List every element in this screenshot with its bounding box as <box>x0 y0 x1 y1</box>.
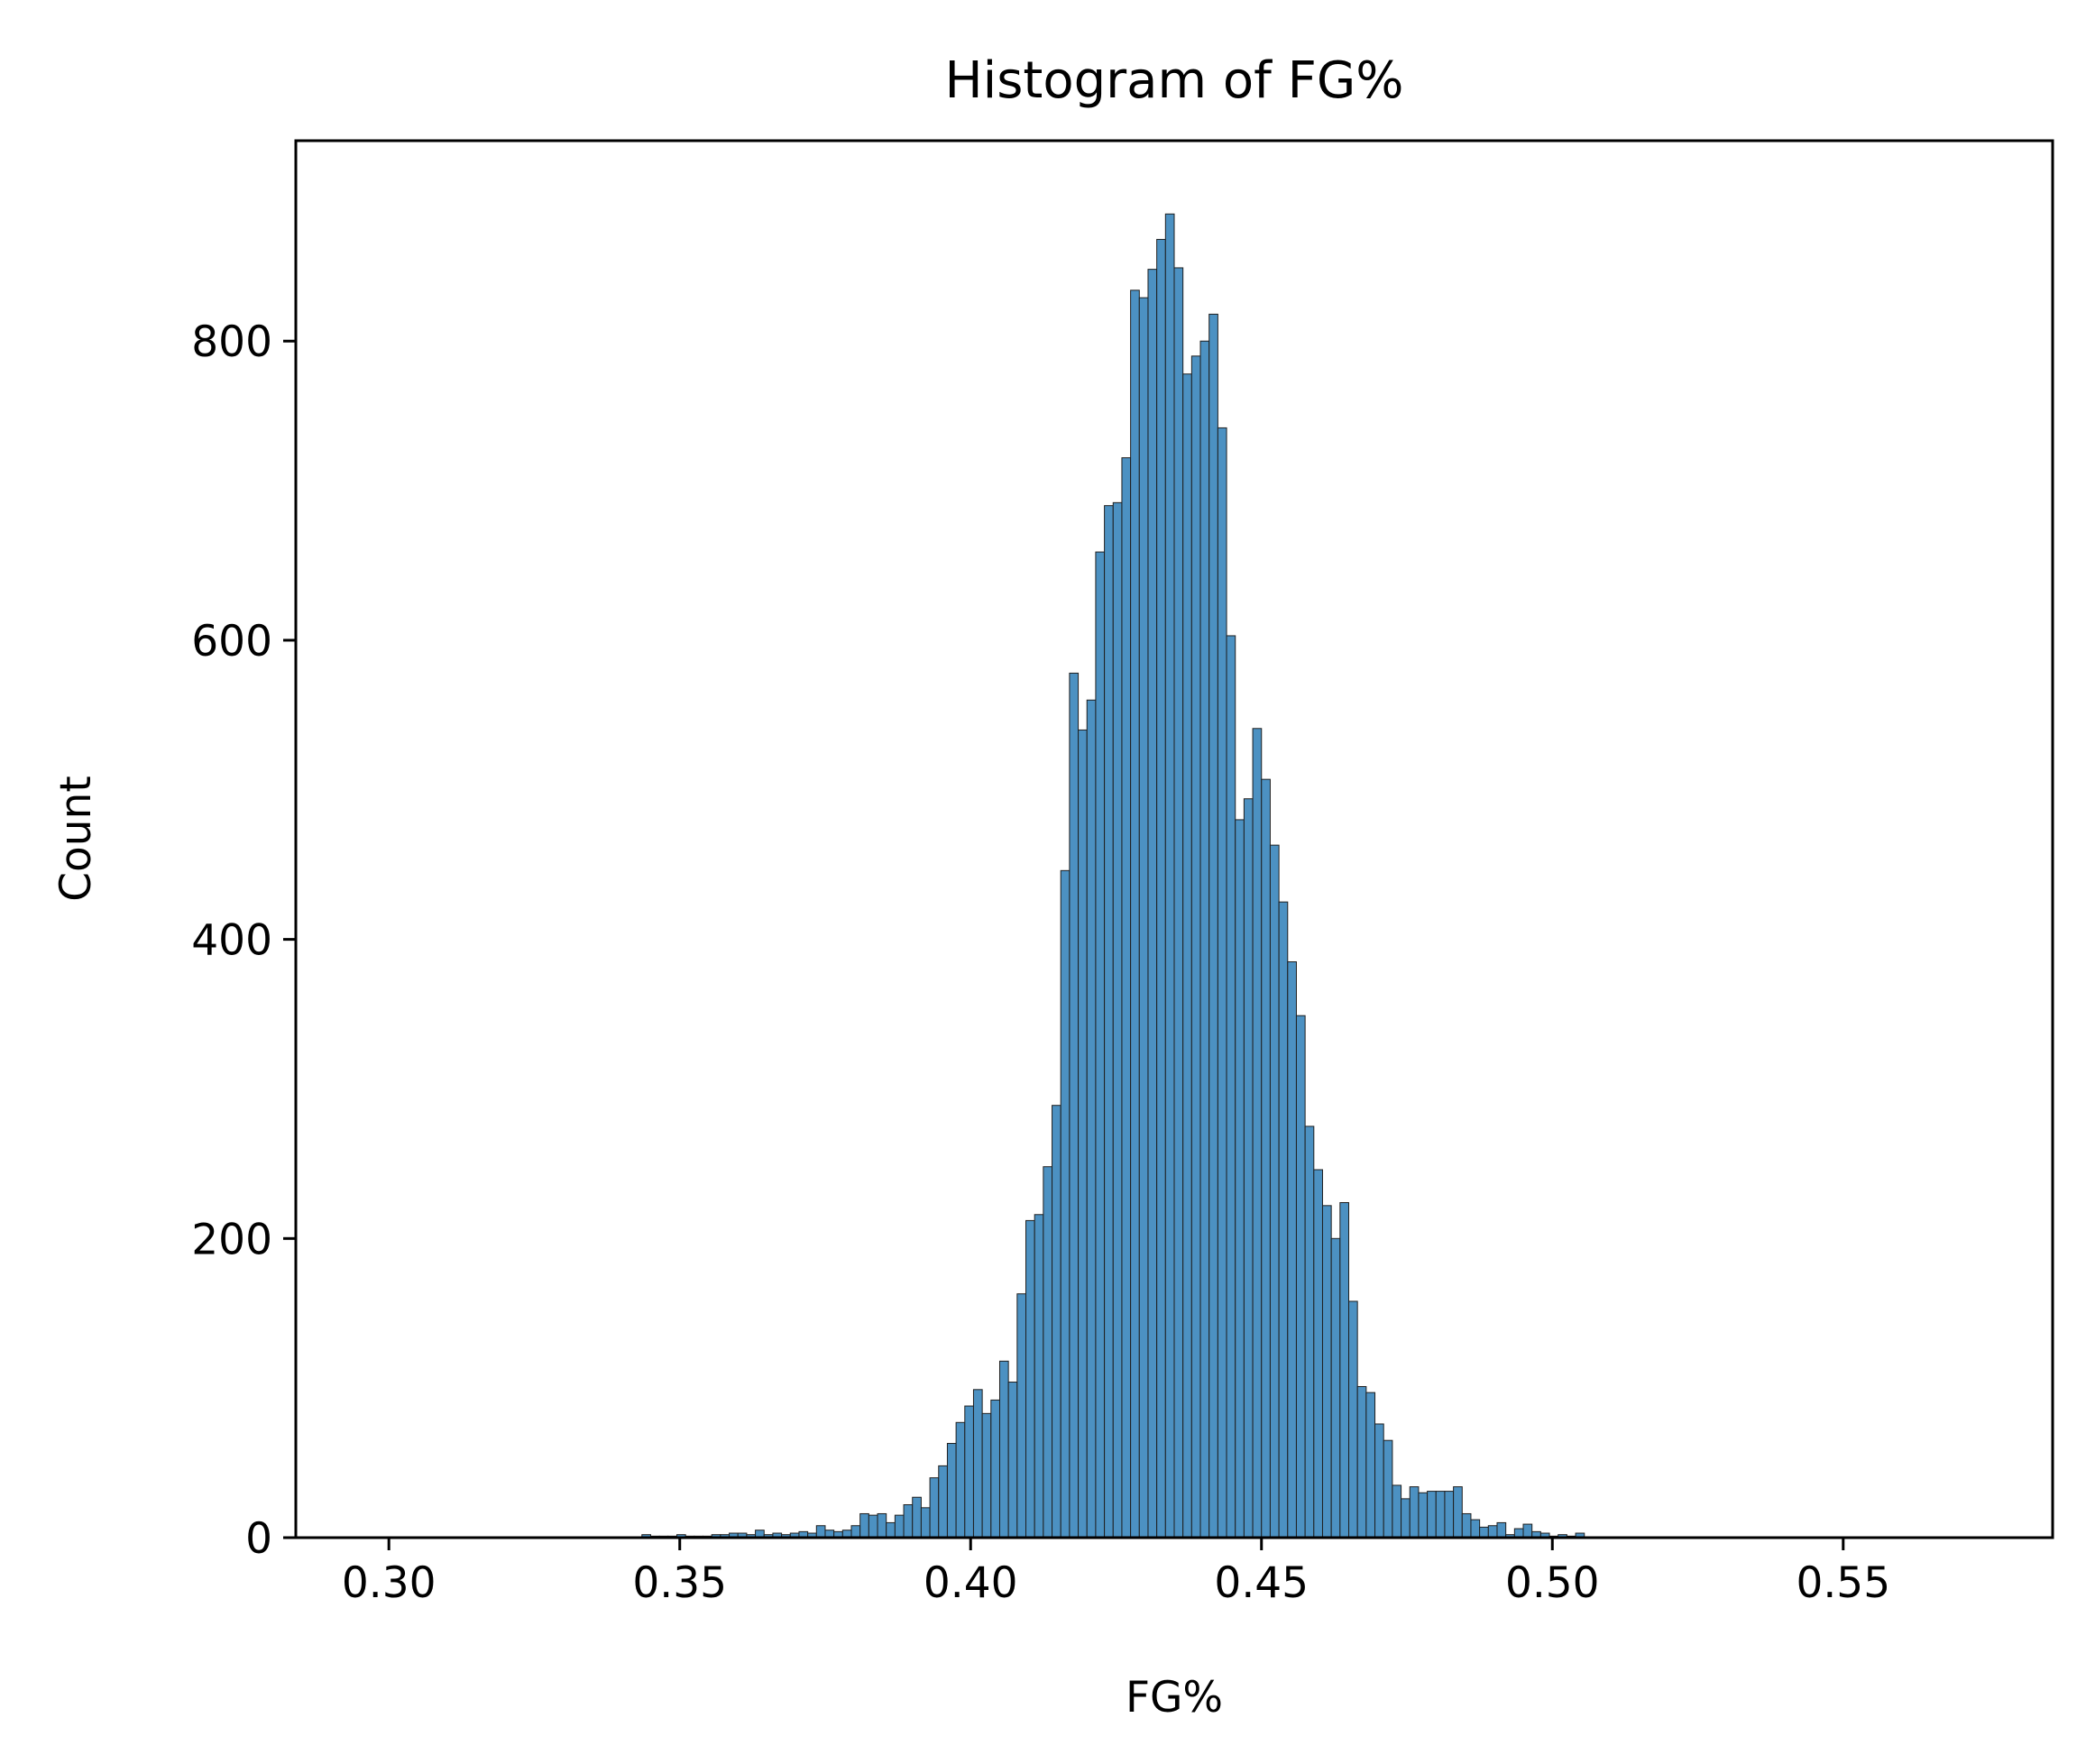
histogram-bar <box>1147 269 1158 1539</box>
x-tick-label: 0.30 <box>342 1558 436 1608</box>
histogram-bar <box>955 1421 966 1539</box>
histogram-bar <box>1479 1526 1489 1539</box>
histogram-bar <box>903 1504 914 1539</box>
chart-title: Histogram of FG% <box>945 51 1404 110</box>
histogram-bar <box>972 1389 983 1539</box>
histogram-bar <box>1304 1125 1315 1539</box>
histogram-bar <box>1217 427 1227 1539</box>
histogram-bar <box>1060 869 1071 1539</box>
x-tick-label: 0.50 <box>1505 1558 1600 1608</box>
x-axis-ticks: 0.30 0.35 0.40 0.45 0.50 0.55 <box>342 1538 1890 1608</box>
histogram-bar <box>886 1521 896 1539</box>
plot-frame <box>294 139 2054 1539</box>
y-axis-ticks: 0 200 400 600 800 <box>191 317 296 1564</box>
histogram-bar <box>1226 635 1236 1539</box>
y-tick-label: 400 <box>191 916 272 966</box>
histogram-bar <box>1392 1484 1402 1539</box>
histogram-bar <box>1348 1300 1358 1539</box>
histogram-bar <box>1365 1392 1376 1539</box>
x-tick-label: 0.55 <box>1796 1558 1890 1608</box>
histogram-bar <box>1130 289 1140 1539</box>
y-axis-label: Count <box>51 776 101 902</box>
histogram-bar <box>1313 1169 1323 1539</box>
histogram-bar <box>1182 373 1192 1539</box>
histogram-bar <box>1383 1439 1393 1539</box>
histogram-bar <box>1243 798 1254 1539</box>
histogram-bar <box>981 1412 992 1539</box>
histogram-bar <box>1339 1202 1350 1539</box>
histogram-bar <box>990 1399 1000 1539</box>
histogram-bar <box>1470 1519 1481 1539</box>
histogram-bar <box>1104 505 1114 1539</box>
y-tick-label: 0 <box>245 1514 272 1564</box>
histogram-bar <box>998 1360 1009 1539</box>
histogram-bar <box>1190 355 1201 1539</box>
histogram-bar <box>1330 1237 1341 1539</box>
histogram-bar <box>920 1507 931 1539</box>
histogram-bar <box>1427 1491 1437 1539</box>
y-tick-label: 800 <box>191 317 272 367</box>
histogram-bar <box>1007 1382 1018 1539</box>
histogram-bar <box>1401 1498 1411 1539</box>
histogram-bar <box>1078 729 1088 1539</box>
histogram-bar <box>1208 313 1218 1539</box>
histogram-bar <box>1138 297 1149 1539</box>
histogram-bar <box>1043 1166 1053 1539</box>
x-tick-label: 0.35 <box>632 1558 727 1608</box>
histogram-bar <box>1261 778 1271 1539</box>
histogram-bar <box>850 1525 861 1539</box>
histogram-bar <box>1356 1385 1367 1539</box>
histogram-bar <box>1164 213 1175 1539</box>
histogram-bar <box>894 1514 905 1539</box>
histogram-bar <box>1444 1491 1455 1539</box>
histogram-bar <box>1374 1423 1384 1539</box>
histogram-bar <box>1069 672 1080 1539</box>
histogram-bar <box>1522 1523 1533 1539</box>
histogram-bar <box>1321 1205 1332 1539</box>
histogram-bar <box>1453 1486 1463 1539</box>
histogram-bar <box>1095 551 1106 1539</box>
histogram-bar <box>1435 1491 1446 1539</box>
histogram-bar <box>868 1514 878 1539</box>
histogram-bar <box>938 1465 948 1539</box>
histogram-bar <box>1025 1219 1035 1539</box>
histogram-bar <box>1016 1293 1027 1539</box>
y-tick-label: 200 <box>191 1215 272 1264</box>
histogram-bar <box>1252 728 1263 1539</box>
histogram-bar <box>1086 699 1097 1539</box>
histogram-bar <box>946 1443 957 1539</box>
histogram-bar <box>815 1525 826 1539</box>
x-axis-label: FG% <box>1126 1673 1223 1723</box>
histogram-bar <box>929 1477 940 1539</box>
histogram-bar <box>1269 844 1280 1539</box>
histogram-bar <box>1034 1214 1044 1539</box>
histogram-bar <box>859 1512 869 1539</box>
histogram-bar <box>1199 340 1210 1539</box>
histogram-bar <box>912 1496 922 1539</box>
x-tick-label: 0.40 <box>924 1558 1018 1608</box>
histogram-bar <box>1173 267 1184 1539</box>
histogram-bar <box>1409 1486 1420 1539</box>
histogram-bar <box>1052 1105 1061 1539</box>
histogram-bar <box>1278 901 1289 1539</box>
x-tick-label: 0.45 <box>1214 1558 1309 1608</box>
histogram-bar <box>1418 1492 1429 1539</box>
y-tick-label: 600 <box>191 617 272 666</box>
histogram-bar <box>877 1512 887 1539</box>
histogram-bar <box>1496 1521 1507 1539</box>
histogram-bar <box>1235 819 1245 1539</box>
histogram-bar <box>1121 457 1132 1539</box>
histogram-bar <box>1487 1525 1498 1539</box>
histogram-bar <box>964 1405 974 1539</box>
histogram-bar <box>1112 501 1123 1539</box>
histogram-bar <box>1295 1015 1306 1539</box>
histogram-bar <box>1287 960 1297 1539</box>
histogram-bar <box>1461 1512 1472 1539</box>
histogram-bar <box>1156 238 1166 1539</box>
